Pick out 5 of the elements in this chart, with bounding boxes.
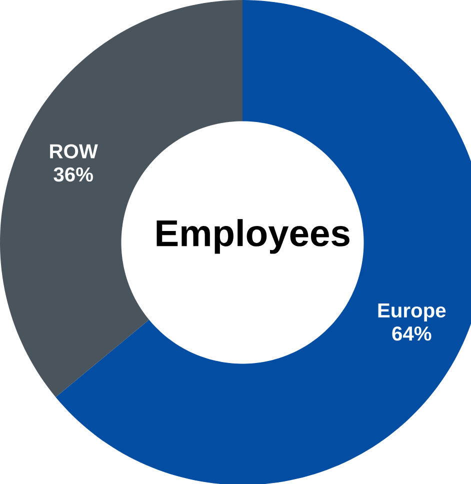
data-label: 64%: [392, 326, 432, 341]
slice-label: Europe: [378, 304, 446, 322]
text: Employees: [156, 219, 350, 254]
slice-label: ROW: [50, 144, 98, 158]
data-label: 36%: [54, 167, 94, 182]
